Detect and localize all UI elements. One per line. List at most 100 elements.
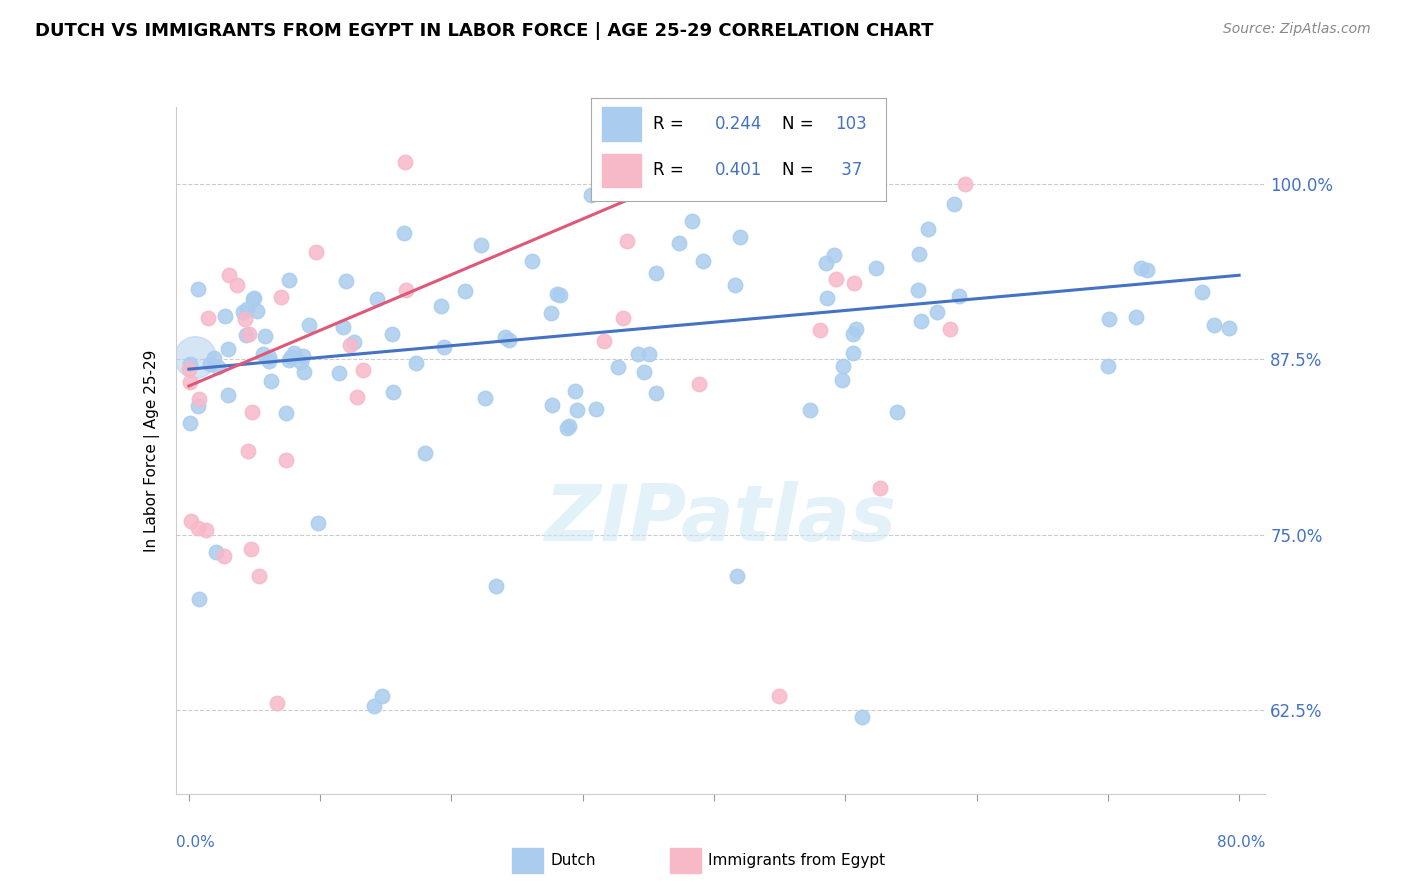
Point bbox=[565, 402, 588, 417]
Point bbox=[585, 401, 607, 416]
Text: N =: N = bbox=[782, 161, 820, 179]
Bar bbox=[602, 107, 641, 141]
Point bbox=[564, 384, 586, 398]
Point bbox=[681, 214, 703, 228]
Point bbox=[616, 234, 638, 248]
Point bbox=[180, 514, 202, 528]
Point bbox=[197, 310, 219, 325]
Point bbox=[195, 523, 218, 537]
Point bbox=[243, 291, 266, 305]
Text: 37: 37 bbox=[835, 161, 862, 179]
Point bbox=[939, 322, 962, 336]
Point bbox=[339, 338, 361, 352]
Point bbox=[246, 303, 269, 318]
Point bbox=[278, 352, 301, 367]
Text: 0.401: 0.401 bbox=[714, 161, 762, 179]
Point bbox=[823, 247, 845, 261]
Point bbox=[235, 327, 257, 342]
Text: 0.244: 0.244 bbox=[714, 115, 762, 133]
Point bbox=[283, 346, 305, 360]
Point bbox=[405, 356, 427, 370]
Point bbox=[865, 261, 887, 276]
Point bbox=[290, 354, 312, 368]
Point bbox=[217, 342, 239, 356]
Point bbox=[942, 197, 965, 211]
Point bbox=[831, 373, 853, 387]
Point bbox=[688, 377, 710, 392]
Point bbox=[328, 366, 350, 380]
Bar bbox=[669, 848, 700, 873]
Point bbox=[257, 350, 280, 364]
Point bbox=[188, 392, 211, 406]
Point bbox=[332, 320, 354, 334]
Point bbox=[555, 421, 578, 435]
Point bbox=[226, 278, 249, 293]
Point bbox=[815, 292, 838, 306]
Point bbox=[276, 452, 298, 467]
Text: 80.0%: 80.0% bbox=[1218, 835, 1265, 850]
Point bbox=[270, 290, 292, 304]
Point bbox=[579, 188, 602, 202]
Point bbox=[188, 592, 211, 607]
Point bbox=[474, 391, 496, 405]
Point bbox=[294, 365, 316, 379]
Point bbox=[917, 222, 939, 236]
Point bbox=[638, 347, 661, 361]
Point bbox=[187, 282, 209, 296]
Text: R =: R = bbox=[652, 115, 689, 133]
Point bbox=[260, 374, 283, 388]
Point bbox=[607, 359, 630, 374]
Point bbox=[498, 333, 520, 347]
Point bbox=[238, 326, 260, 341]
Point bbox=[343, 334, 366, 349]
Point bbox=[453, 284, 475, 298]
Point bbox=[218, 268, 240, 283]
Point bbox=[842, 327, 865, 342]
Point bbox=[247, 568, 270, 582]
Bar bbox=[512, 848, 543, 873]
Point bbox=[381, 327, 404, 342]
Point bbox=[298, 318, 321, 333]
Point bbox=[668, 236, 690, 251]
Point bbox=[212, 549, 235, 563]
Point bbox=[352, 363, 374, 377]
Text: Dutch: Dutch bbox=[550, 854, 596, 868]
Point bbox=[292, 350, 315, 364]
Point bbox=[540, 305, 562, 319]
Point bbox=[214, 309, 236, 323]
Point bbox=[394, 155, 416, 169]
Point bbox=[799, 403, 821, 417]
Point bbox=[907, 284, 929, 298]
Point bbox=[1191, 285, 1213, 300]
Point bbox=[645, 385, 668, 400]
Point bbox=[908, 247, 931, 261]
Point bbox=[851, 710, 873, 724]
Point bbox=[724, 278, 747, 293]
Point bbox=[335, 274, 357, 288]
Point bbox=[592, 334, 614, 348]
Point bbox=[217, 388, 239, 402]
Point bbox=[177, 362, 200, 376]
Point bbox=[948, 288, 970, 302]
Point bbox=[304, 244, 326, 259]
Point bbox=[184, 350, 207, 364]
Point bbox=[627, 347, 650, 361]
Point bbox=[692, 254, 714, 268]
Point bbox=[366, 292, 388, 306]
Text: DUTCH VS IMMIGRANTS FROM EGYPT IN LABOR FORCE | AGE 25-29 CORRELATION CHART: DUTCH VS IMMIGRANTS FROM EGYPT IN LABOR … bbox=[35, 22, 934, 40]
Point bbox=[274, 406, 297, 420]
Point bbox=[179, 416, 201, 430]
Text: N =: N = bbox=[782, 115, 820, 133]
Point bbox=[198, 357, 221, 371]
Point bbox=[202, 351, 225, 365]
Point bbox=[179, 375, 201, 389]
Point bbox=[233, 312, 256, 326]
Point bbox=[793, 184, 815, 198]
Point bbox=[494, 330, 516, 344]
Point bbox=[768, 689, 790, 703]
Point bbox=[844, 276, 866, 290]
Point bbox=[207, 360, 229, 375]
Point bbox=[546, 286, 568, 301]
Point bbox=[395, 283, 418, 297]
Point bbox=[1136, 262, 1159, 277]
